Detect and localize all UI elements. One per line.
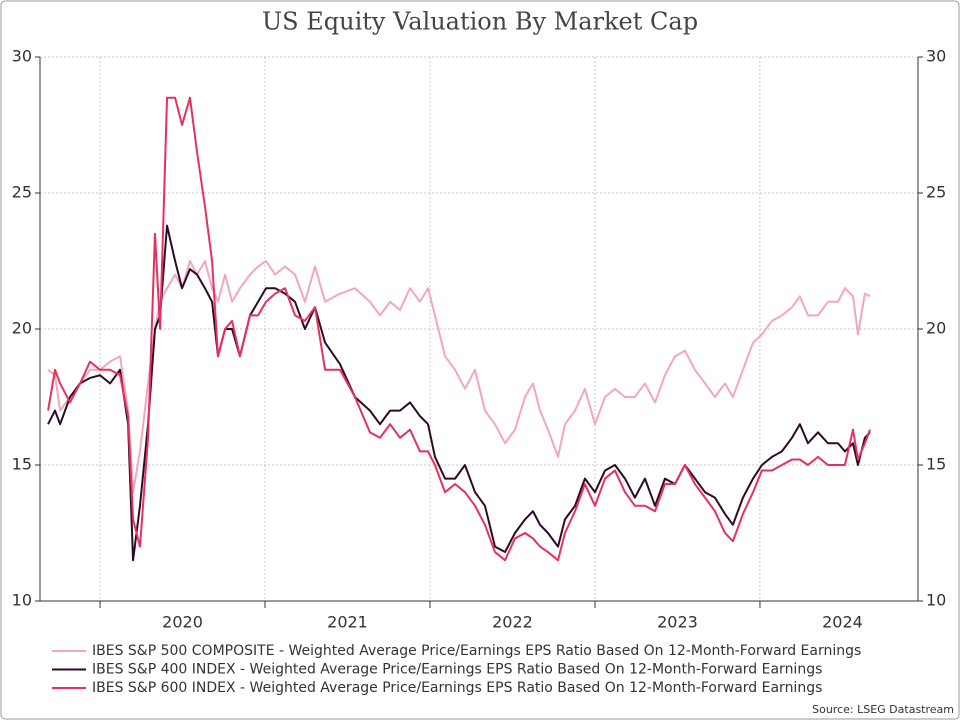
legend-label: IBES S&P 500 COMPOSITE - Weighted Averag… bbox=[92, 643, 861, 659]
legend-label: IBES S&P 600 INDEX - Weighted Average Pr… bbox=[92, 680, 822, 696]
y2-tick-label: 30 bbox=[926, 47, 946, 66]
legend-label: IBES S&P 400 INDEX - Weighted Average Pr… bbox=[92, 662, 822, 678]
x-tick-label: 2024 bbox=[822, 613, 863, 632]
series-line bbox=[47, 260, 871, 494]
x-tick-label: 2021 bbox=[327, 613, 368, 632]
y-tick-label: 15 bbox=[12, 455, 32, 474]
y-tick-label: 10 bbox=[12, 591, 32, 610]
source: Source: LSEG Datastream bbox=[812, 703, 954, 716]
chart-title: US Equity Valuation By Market Cap bbox=[262, 8, 698, 36]
y-tick-label: 20 bbox=[12, 319, 32, 338]
series-line bbox=[47, 96, 871, 562]
series-line bbox=[47, 224, 871, 562]
y2-tick-label: 25 bbox=[926, 183, 946, 202]
y2-tick-label: 20 bbox=[926, 319, 946, 338]
x-tick-label: 2023 bbox=[657, 613, 698, 632]
y2-tick-label: 15 bbox=[926, 455, 946, 474]
x-tick-label: 2020 bbox=[162, 613, 203, 632]
y2-tick-label: 10 bbox=[926, 591, 946, 610]
y-tick-label: 30 bbox=[12, 47, 32, 66]
x-tick-label: 2022 bbox=[492, 613, 533, 632]
y-tick-label: 25 bbox=[12, 183, 32, 202]
